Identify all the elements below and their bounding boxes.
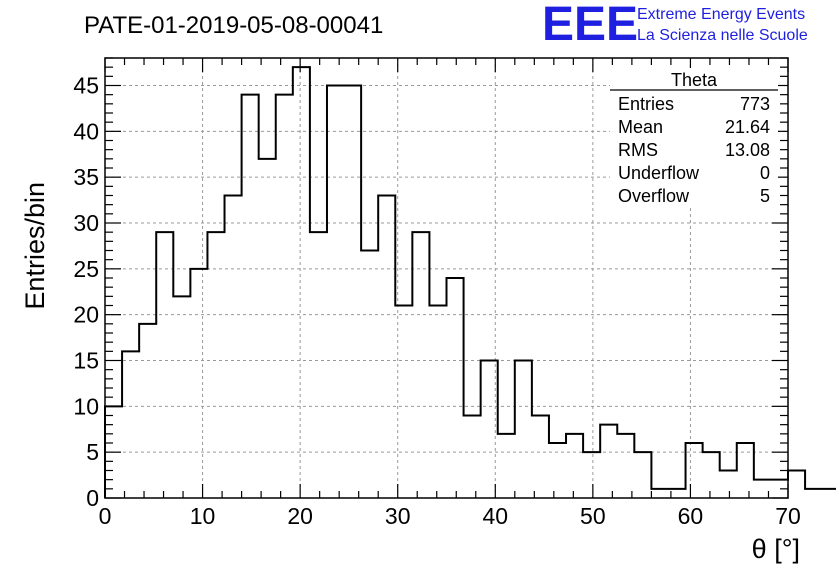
stats-rows: Entries 773 Mean 21.64 RMS 13.08 Underflow 0 Ove… bbox=[618, 94, 770, 206]
stats-row-value: 21.64 bbox=[725, 117, 770, 137]
logo-mark: EEE bbox=[542, 0, 638, 51]
histogram-bin bbox=[225, 196, 242, 499]
histogram-bin bbox=[344, 86, 361, 499]
histogram-bin bbox=[583, 452, 600, 498]
histogram-bin bbox=[737, 443, 754, 498]
x-tick-label: 30 bbox=[385, 503, 411, 529]
stats-box: Theta Entries 773 Mean 21.64 RMS 13.08 Underfl… bbox=[610, 68, 778, 208]
x-axis-label: θ [°] bbox=[752, 534, 800, 564]
histogram-bin bbox=[395, 306, 412, 499]
histogram-bin bbox=[293, 67, 310, 498]
stats-row-label: Overflow bbox=[618, 186, 690, 206]
stats-row-label: RMS bbox=[618, 140, 658, 160]
histogram-bin bbox=[822, 489, 836, 498]
histogram-bin bbox=[378, 196, 395, 499]
x-tick-label: 60 bbox=[678, 503, 704, 529]
histogram-bin bbox=[190, 269, 207, 498]
histogram-bin bbox=[498, 434, 515, 498]
histogram-bin bbox=[122, 351, 139, 498]
y-tick-label: 35 bbox=[73, 164, 99, 190]
stats-row-value: 5 bbox=[760, 186, 770, 206]
axis-ticks bbox=[104, 57, 789, 499]
x-tick-label: 70 bbox=[775, 503, 801, 529]
histogram-bin bbox=[276, 95, 293, 498]
stats-row-value: 773 bbox=[740, 94, 770, 114]
y-tick-labels: 0 5 10 15 20 25 30 35 40 45 bbox=[73, 73, 99, 512]
stats-row-value: 0 bbox=[760, 163, 770, 183]
histogram-bin bbox=[515, 361, 532, 499]
histogram-bin bbox=[327, 86, 344, 499]
chart-title: PATE-01-2019-05-08-00041 bbox=[84, 12, 383, 39]
y-tick-label: 5 bbox=[86, 439, 99, 465]
x-tick-label: 50 bbox=[580, 503, 606, 529]
histogram-bin bbox=[412, 232, 429, 498]
y-tick-label: 20 bbox=[73, 302, 99, 328]
histogram-bin bbox=[703, 452, 720, 498]
y-tick-label: 25 bbox=[73, 256, 99, 282]
histogram-bin bbox=[549, 443, 566, 498]
histogram-bin bbox=[447, 278, 464, 498]
histogram-bin bbox=[139, 324, 156, 498]
histogram-bin bbox=[686, 443, 703, 498]
logo-line-1: Extreme Energy Events bbox=[637, 6, 805, 23]
y-axis-label: Entries/bin bbox=[20, 182, 50, 310]
x-tick-label: 40 bbox=[482, 503, 508, 529]
histogram-bin bbox=[566, 434, 583, 498]
x-tick-label: 20 bbox=[287, 503, 313, 529]
histogram-bin bbox=[156, 232, 173, 498]
histogram-bin bbox=[464, 416, 481, 499]
histogram-bin bbox=[600, 425, 617, 498]
y-tick-label: 15 bbox=[73, 348, 99, 374]
histogram-bin bbox=[259, 159, 276, 498]
histogram-bin bbox=[361, 251, 378, 499]
stats-box-title: Theta bbox=[671, 70, 718, 90]
x-tick-labels: 0 10 20 30 40 50 60 70 bbox=[99, 503, 801, 529]
histogram-bin bbox=[805, 489, 822, 498]
histogram-bin bbox=[788, 471, 805, 499]
logo-line-2: La Scienza nelle Scuole bbox=[637, 27, 808, 44]
stats-row-value: 13.08 bbox=[725, 140, 770, 160]
stats-row-label: Mean bbox=[618, 117, 663, 137]
histogram-bin bbox=[429, 306, 446, 499]
histogram-bin bbox=[532, 416, 549, 499]
stats-box-background bbox=[610, 68, 778, 208]
y-tick-label: 30 bbox=[73, 210, 99, 236]
histogram-bin bbox=[310, 232, 327, 498]
stats-row-label: Entries bbox=[618, 94, 674, 114]
y-tick-label: 0 bbox=[86, 485, 99, 511]
y-tick-label: 45 bbox=[73, 73, 99, 99]
histogram-bin bbox=[651, 489, 668, 498]
stats-row-label: Underflow bbox=[618, 163, 700, 183]
histogram-bin bbox=[207, 232, 224, 498]
histogram-bin bbox=[720, 471, 737, 499]
y-tick-label: 40 bbox=[73, 118, 99, 144]
histogram-bin bbox=[617, 434, 634, 498]
x-tick-label: 10 bbox=[190, 503, 216, 529]
histogram-bin bbox=[481, 361, 498, 499]
x-tick-label: 0 bbox=[99, 503, 112, 529]
histogram-bin bbox=[242, 95, 259, 498]
histogram-bin bbox=[634, 452, 651, 498]
histogram-bin bbox=[173, 296, 190, 498]
eee-logo: EEE Extreme Energy Events La Scienza nel… bbox=[542, 0, 808, 51]
y-tick-label: 10 bbox=[73, 393, 99, 419]
